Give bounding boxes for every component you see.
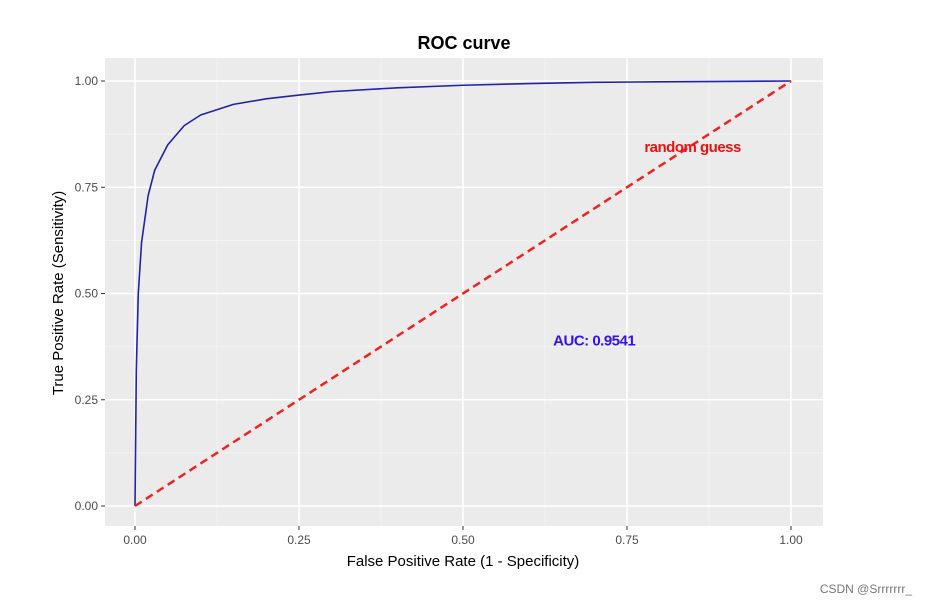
- x-tick-label: 0.00: [123, 533, 147, 547]
- roc-curve-line: [134, 80, 792, 507]
- series-layer: [134, 79, 792, 508]
- grid-major: [105, 58, 823, 526]
- grid-minor: [105, 58, 823, 526]
- x-tick-label: 0.75: [615, 533, 639, 547]
- y-tick-label: 0.25: [75, 393, 99, 407]
- y-tick-label: 0.50: [75, 287, 99, 301]
- y-tick-label: 0.75: [75, 180, 99, 194]
- annotation-label: random guess: [644, 139, 741, 156]
- y-axis-title: True Positive Rate (Sensitivity): [50, 191, 67, 396]
- x-axis-title: False Positive Rate (1 - Specificity): [347, 553, 580, 570]
- plot-title: ROC curve: [417, 33, 510, 53]
- x-tick-label: 1.00: [779, 533, 803, 547]
- watermark: CSDN @Srrrrrrr_: [819, 582, 912, 596]
- y-tick-label: 1.00: [75, 74, 99, 88]
- x-tick-label: 0.25: [287, 533, 311, 547]
- annotation-label: AUC: 0.9541: [553, 332, 635, 349]
- annotations-layer: random guess AUC: 0.9541: [553, 139, 741, 349]
- x-tick-label: 0.50: [451, 533, 475, 547]
- random-guess-line: [134, 79, 792, 508]
- ticks-layer: 0.00 0.25 0.50 0.75 1.00 0.00 0.25 0.50 0.75 1.00: [75, 74, 803, 547]
- y-tick-label: 0.00: [75, 499, 99, 513]
